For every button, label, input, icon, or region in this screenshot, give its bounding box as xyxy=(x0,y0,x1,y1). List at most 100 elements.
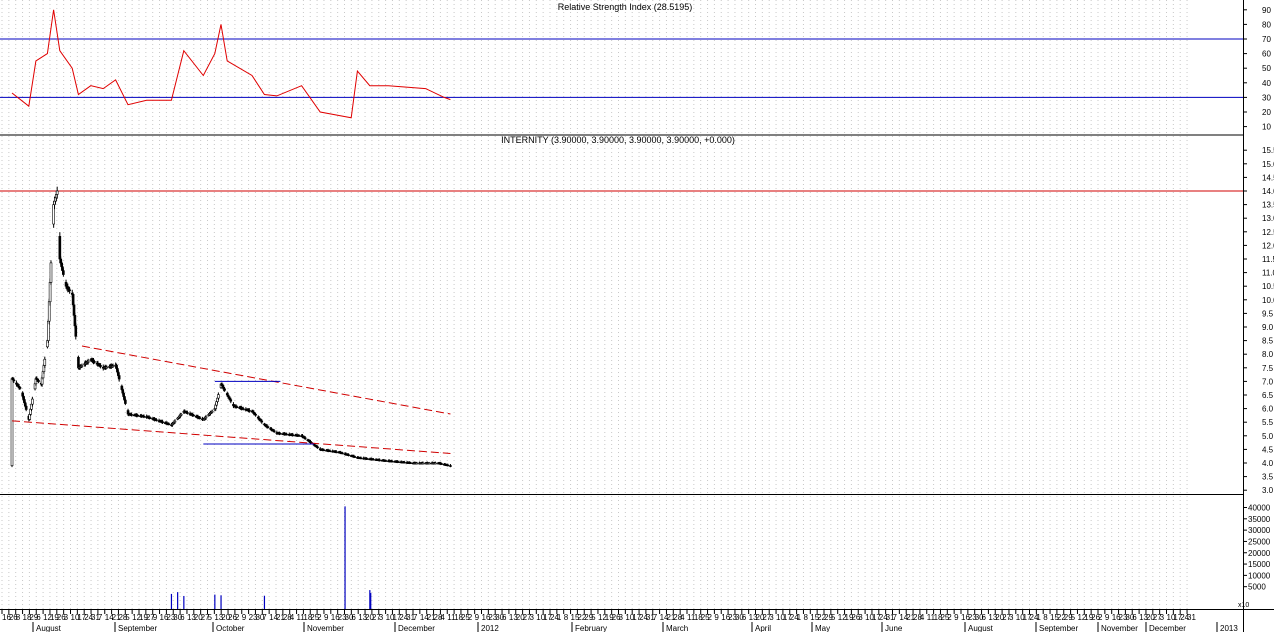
x-tick-label: 19 xyxy=(605,613,614,622)
x-tick-label: 19 xyxy=(50,613,59,622)
price-tick-label: 4.5 xyxy=(1262,445,1274,454)
grid-layer xyxy=(1,0,1188,609)
price-tick-label: 7.5 xyxy=(1262,364,1274,373)
candle-body xyxy=(254,413,257,416)
x-tick-label: 5 xyxy=(831,613,836,622)
x-tick-label: 6 xyxy=(502,613,507,622)
price-tick-label: 12.5 xyxy=(1262,228,1274,237)
x-tick-label: 6 xyxy=(351,613,356,622)
rsi-tick-label: 30 xyxy=(1262,93,1271,102)
candle-body xyxy=(359,457,363,460)
month-label: December xyxy=(1149,624,1186,632)
trendline-lower-channel xyxy=(11,420,451,454)
candle-body xyxy=(396,461,400,463)
volume-tick-label: 5000 xyxy=(1248,583,1266,592)
month-label: 2012 xyxy=(481,624,499,632)
candle-body xyxy=(223,388,226,391)
candle-body xyxy=(322,449,326,452)
x-tick-label: 2 xyxy=(235,613,240,622)
x-tick-label: 16 xyxy=(721,613,730,622)
x-tick-label: 22 xyxy=(1057,613,1066,622)
x-tick-label: 22 xyxy=(577,613,586,622)
candle-body xyxy=(409,462,412,464)
x-tick-label: 17 xyxy=(543,613,552,622)
x-tick-label: 9 xyxy=(242,613,247,622)
x-tick-label: 8 xyxy=(564,613,569,622)
x-tick-label: 23 xyxy=(728,613,737,622)
candle-body xyxy=(291,434,295,437)
price-panel: INTERNITY (3.90000, 3.90000, 3.90000, 3.… xyxy=(0,135,1274,495)
x-tick-label: 27 xyxy=(762,613,771,622)
x-tick-label: 31 xyxy=(646,613,655,622)
x-tick-label: 6 xyxy=(180,613,185,622)
x-tick-label: 3 xyxy=(529,613,534,622)
candle-body xyxy=(449,465,452,467)
candle-body xyxy=(235,406,239,408)
x-tick-label: 1 xyxy=(1036,613,1041,622)
price-tick-label: 12.0 xyxy=(1262,241,1274,250)
volume-tick-label: 25000 xyxy=(1248,537,1271,546)
x-tick-label: 30 xyxy=(255,613,264,622)
candle-body xyxy=(58,236,62,260)
candle-body xyxy=(62,270,65,275)
month-label: December xyxy=(398,624,435,632)
x-tick-label: 10 xyxy=(71,613,80,622)
candle-body xyxy=(43,358,47,366)
candle-body xyxy=(440,463,443,465)
x-tick-label: 29 xyxy=(584,613,593,622)
price-tick-label: 7.0 xyxy=(1262,377,1274,386)
x-tick-label: 18 xyxy=(23,613,32,622)
candle-body xyxy=(124,399,127,404)
x-tick-label: 15 xyxy=(1050,613,1059,622)
x-tick-label: 8 xyxy=(803,613,808,622)
month-label: September xyxy=(118,624,157,632)
price-tick-label: 15.5 xyxy=(1262,146,1274,155)
candle-body xyxy=(272,430,276,433)
x-tick-label: 12 xyxy=(838,613,847,622)
x-tick-label: 13 xyxy=(988,613,997,622)
candle-body xyxy=(93,361,96,363)
x-tick-label: 1 xyxy=(557,613,562,622)
month-label: November xyxy=(307,624,344,632)
month-label: March xyxy=(666,624,688,632)
x-tick-label: 2 xyxy=(317,613,322,622)
x-tick-label: 18 xyxy=(934,613,943,622)
x-tick-label: 16 xyxy=(2,613,11,622)
price-title: INTERNITY (3.90000, 3.90000, 3.90000, 3.… xyxy=(501,135,735,145)
month-label: August xyxy=(968,624,994,632)
x-tick-label: 14 xyxy=(420,613,429,622)
volume-tick-label: 15000 xyxy=(1248,560,1271,569)
x-tick-label: 29 xyxy=(29,613,38,622)
price-tick-label: 5.5 xyxy=(1262,418,1274,427)
x-tick-label: 31 xyxy=(406,613,415,622)
x-tick-label: 15 xyxy=(571,613,580,622)
x-tick-label: 4 xyxy=(290,613,295,622)
volume-tick-label: 10000 xyxy=(1248,571,1271,580)
price-tick-label: 13.0 xyxy=(1262,214,1274,223)
x-tick-label: 14 xyxy=(105,613,114,622)
candle-body xyxy=(105,366,109,369)
candle-body xyxy=(86,361,90,363)
candle-body xyxy=(99,365,102,367)
x-tick-label: 14 xyxy=(660,613,669,622)
x-tick-label: 24 xyxy=(399,613,408,622)
x-tick-label: 30 xyxy=(1125,613,1134,622)
price-tick-label: 3.0 xyxy=(1262,486,1274,495)
candle-body xyxy=(341,452,344,455)
x-tick-label: 10 xyxy=(1016,613,1025,622)
rsi-tick-label: 10 xyxy=(1262,123,1271,132)
x-tick-label: 10 xyxy=(625,613,634,622)
x-tick-label: 7 xyxy=(98,613,103,622)
price-tick-label: 5.0 xyxy=(1262,432,1274,441)
x-tick-label: 6 xyxy=(982,613,987,622)
x-tick-label: 25 xyxy=(940,613,949,622)
rsi-tick-label: 80 xyxy=(1262,20,1271,29)
x-tick-label: 18 xyxy=(303,613,312,622)
x-tick-label: 24 xyxy=(550,613,559,622)
candle-body xyxy=(186,412,189,414)
x-tick-label: 10 xyxy=(776,613,785,622)
volume-tick-label: 30000 xyxy=(1248,526,1271,535)
